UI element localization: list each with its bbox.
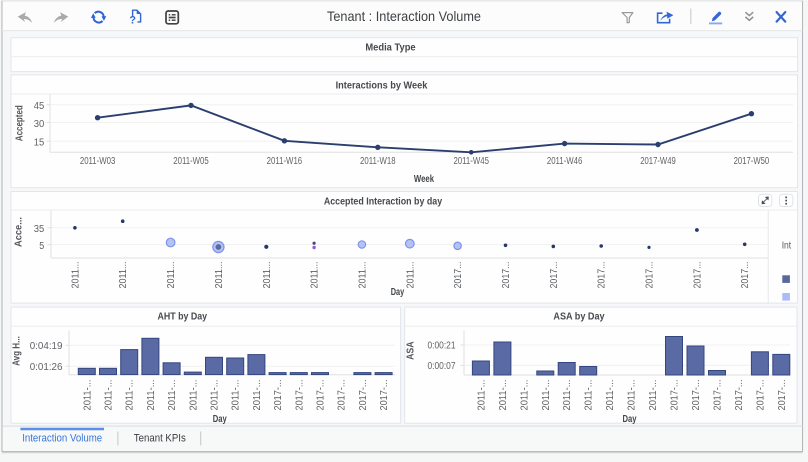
svg-text:2017-...: 2017-...: [294, 380, 305, 411]
svg-text:2011-W18: 2011-W18: [360, 156, 396, 167]
svg-text:2011-W46: 2011-W46: [547, 156, 583, 167]
svg-text:2011-W05: 2011-W05: [173, 156, 209, 167]
svg-text:2011-W03: 2011-W03: [80, 156, 116, 167]
svg-text:2017-W50: 2017-W50: [734, 156, 770, 167]
svg-text:0:00:07: 0:00:07: [428, 361, 456, 372]
svg-text:2017-W49: 2017-W49: [640, 156, 676, 167]
svg-text:Accepted: Accepted: [15, 105, 26, 141]
svg-text:2011-...: 2011-...: [498, 379, 509, 410]
svg-text:2017-...: 2017-...: [713, 380, 724, 411]
svg-text:0:00:21: 0:00:21: [428, 341, 456, 352]
svg-text:2017-...: 2017-...: [358, 380, 369, 411]
svg-text:2017-...: 2017-...: [379, 380, 390, 411]
svg-text:15: 15: [34, 138, 45, 149]
svg-text:2017-...: 2017-...: [777, 380, 788, 411]
svg-text:2011...: 2011...: [262, 262, 273, 289]
svg-text:Media Type: Media Type: [365, 43, 416, 54]
svg-text:2011...: 2011...: [357, 262, 368, 289]
svg-text:2017...: 2017...: [597, 262, 608, 289]
svg-text:35: 35: [34, 224, 45, 235]
svg-text:2011-...: 2011-...: [627, 380, 638, 411]
svg-text:2011-...: 2011-...: [584, 380, 595, 411]
svg-text:2017-...: 2017-...: [670, 380, 681, 411]
svg-text:Accepted Interaction by day: Accepted Interaction by day: [324, 197, 443, 208]
svg-text:Tenant KPIs: Tenant KPIs: [134, 433, 186, 445]
svg-text:ASA: ASA: [406, 342, 417, 360]
svg-text:2011-...: 2011-...: [541, 380, 552, 411]
svg-text:2017...: 2017...: [692, 262, 703, 289]
svg-text:2017-...: 2017-...: [337, 380, 348, 411]
svg-text:2011...: 2011...: [214, 262, 225, 289]
svg-text:5: 5: [39, 241, 44, 252]
svg-text:45: 45: [34, 101, 45, 112]
svg-text:2017...: 2017...: [645, 262, 656, 289]
svg-text:2011...: 2011...: [405, 262, 416, 289]
svg-text:2011-...: 2011-...: [476, 379, 487, 410]
svg-text:Day: Day: [391, 287, 405, 298]
svg-text:2011-...: 2011-...: [167, 380, 178, 411]
svg-text:2017-...: 2017-...: [273, 380, 284, 411]
svg-text:2011-...: 2011-...: [146, 380, 157, 411]
svg-text:2011...: 2011...: [118, 262, 129, 289]
svg-text:Avg H...: Avg H...: [12, 336, 23, 366]
svg-text:2017...: 2017...: [549, 262, 560, 289]
svg-text:2011...: 2011...: [70, 262, 81, 289]
svg-text:Tenant : Interaction Volume: Tenant : Interaction Volume: [327, 8, 481, 24]
svg-text:Day: Day: [213, 414, 227, 425]
svg-text:2011-...: 2011-...: [125, 380, 136, 411]
svg-text:2011...: 2011...: [166, 262, 177, 289]
svg-text:Int: Int: [782, 241, 792, 252]
svg-text:2011-...: 2011-...: [231, 380, 242, 411]
svg-text:2011-...: 2011-...: [82, 380, 93, 411]
svg-text:2011-...: 2011-...: [252, 380, 263, 411]
svg-text:2011-...: 2011-...: [188, 380, 199, 411]
svg-text:?: ?: [129, 15, 136, 27]
svg-text:2011-...: 2011-...: [210, 380, 221, 411]
svg-text:Acce...: Acce...: [13, 217, 24, 247]
svg-text:Interactions by Week: Interactions by Week: [336, 81, 428, 92]
svg-text:2017-...: 2017-...: [755, 380, 766, 411]
svg-text:Day: Day: [623, 414, 637, 425]
svg-text:2017...: 2017...: [453, 262, 464, 289]
svg-text:2011-...: 2011-...: [104, 380, 115, 411]
svg-text:2011-W16: 2011-W16: [267, 156, 303, 167]
svg-text:AHT by Day: AHT by Day: [158, 312, 208, 323]
svg-text:Interaction Volume: Interaction Volume: [22, 433, 102, 445]
svg-text:Week: Week: [414, 174, 435, 185]
svg-text:2011-W45: 2011-W45: [453, 156, 489, 167]
svg-text:30: 30: [34, 119, 45, 130]
svg-text:ASA by Day: ASA by Day: [553, 312, 605, 323]
svg-text:2017-...: 2017-...: [734, 380, 745, 411]
svg-text:0:04:19: 0:04:19: [30, 341, 63, 352]
svg-text:2011-...: 2011-...: [648, 380, 659, 411]
svg-text:0:01:26: 0:01:26: [30, 362, 63, 373]
svg-text:2011...: 2011...: [310, 262, 321, 289]
svg-text:2017...: 2017...: [501, 262, 512, 289]
svg-text:2011-...: 2011-...: [605, 380, 616, 411]
svg-text:2017-...: 2017-...: [691, 380, 702, 411]
svg-text:2017...: 2017...: [740, 262, 751, 289]
svg-text:2011-...: 2011-...: [519, 380, 530, 411]
svg-text:2017-...: 2017-...: [316, 380, 327, 411]
svg-text:2011-...: 2011-...: [562, 380, 573, 411]
